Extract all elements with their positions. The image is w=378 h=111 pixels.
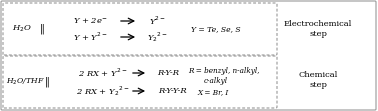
Text: H$_2$O/THF: H$_2$O/THF bbox=[6, 77, 44, 87]
FancyBboxPatch shape bbox=[3, 3, 277, 55]
Text: Y$^{2-}$: Y$^{2-}$ bbox=[149, 15, 166, 27]
Text: $\Vert$: $\Vert$ bbox=[44, 75, 50, 89]
Text: c-alkyl: c-alkyl bbox=[204, 77, 228, 85]
Text: X = Br, I: X = Br, I bbox=[197, 88, 229, 96]
Text: Y = Te, Se, S: Y = Te, Se, S bbox=[191, 25, 241, 33]
Text: Chemical: Chemical bbox=[298, 71, 338, 79]
Text: Electrochemical: Electrochemical bbox=[284, 20, 352, 28]
Text: 2 RX + Y$^{2-}$: 2 RX + Y$^{2-}$ bbox=[78, 67, 128, 79]
Text: R-Y-R: R-Y-R bbox=[157, 69, 179, 77]
Text: Y + Y$^{2-}$: Y + Y$^{2-}$ bbox=[73, 31, 107, 43]
Text: H$_2$O: H$_2$O bbox=[12, 24, 32, 34]
Text: step: step bbox=[309, 30, 327, 38]
Text: R-Y-Y-R: R-Y-Y-R bbox=[158, 87, 186, 95]
FancyBboxPatch shape bbox=[3, 56, 277, 108]
Text: Y + 2e$^{-}$: Y + 2e$^{-}$ bbox=[73, 16, 107, 26]
FancyBboxPatch shape bbox=[1, 1, 376, 110]
Text: 2 RX + Y$_2$$^{2-}$: 2 RX + Y$_2$$^{2-}$ bbox=[76, 84, 130, 98]
Text: R = benzyl, n-alkyl,: R = benzyl, n-alkyl, bbox=[188, 67, 260, 75]
Text: Y$_2$$^{2-}$: Y$_2$$^{2-}$ bbox=[147, 30, 167, 44]
Text: step: step bbox=[309, 81, 327, 89]
Text: $\Vert$: $\Vert$ bbox=[39, 22, 45, 36]
